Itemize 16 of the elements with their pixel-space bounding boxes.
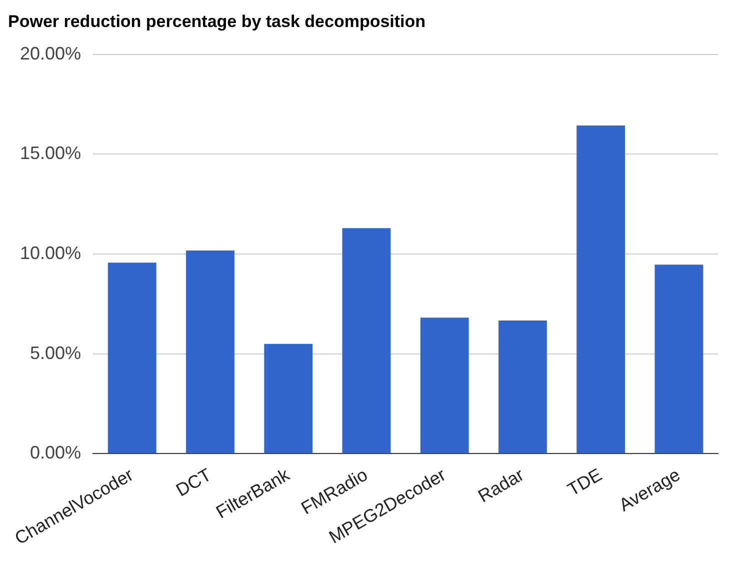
y-tick-label: 20.00%	[20, 43, 82, 64]
chart-title: Power reduction percentage by task decomposition	[8, 12, 426, 31]
bar	[498, 320, 547, 454]
bar	[420, 318, 469, 454]
y-tick-label: 5.00%	[30, 342, 82, 363]
y-tick-label: 10.00%	[20, 243, 82, 264]
bar	[654, 264, 704, 454]
bar	[186, 250, 234, 454]
bar	[108, 262, 156, 454]
bar	[342, 228, 391, 454]
x-tick-label: DCT	[172, 464, 215, 500]
y-tick-label: 0.00%	[30, 442, 82, 463]
y-tick-label: 15.00%	[20, 143, 82, 164]
bar	[576, 125, 626, 454]
bar	[264, 344, 313, 454]
x-tick-label: TDE	[564, 464, 606, 500]
